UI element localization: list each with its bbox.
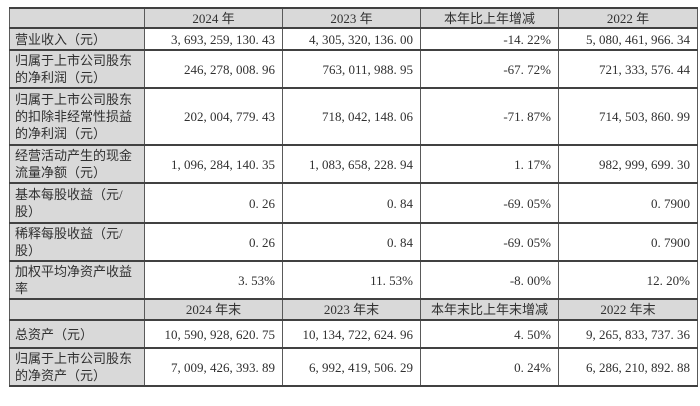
cell-value: -69. 05%	[420, 182, 559, 224]
column-header-yearend-change: 本年末比上年末增减	[420, 298, 559, 321]
cell-value: 0. 7900	[558, 222, 698, 262]
row-label: 加权平均净资产收益 率	[9, 260, 145, 300]
cell-value: 202, 004, 779. 43	[144, 87, 283, 146]
cell-value: 246, 278, 008. 96	[144, 49, 283, 89]
cell-value: 1. 17%	[420, 144, 559, 184]
cell-value: 718, 042, 148. 06	[282, 87, 421, 146]
row-label: 基本每股收益（元/ 股）	[9, 182, 145, 224]
cell-value: 3, 693, 259, 130. 43	[144, 27, 283, 51]
column-header-2022-end: 2022 年末	[558, 298, 698, 321]
column-header-2022: 2022 年	[558, 7, 698, 29]
cell-value: -71. 87%	[420, 87, 559, 146]
financial-summary-table: 2024 年 2023 年 本年比上年增减 2022 年 营业收入（元） 3, …	[9, 7, 698, 387]
financial-summary: 2024 年 2023 年 本年比上年增减 2022 年 营业收入（元） 3, …	[9, 7, 698, 387]
column-header-2023-end: 2023 年末	[282, 298, 421, 321]
row-label: 总资产（元）	[9, 319, 145, 349]
cell-value: 721, 333, 576. 44	[558, 49, 698, 89]
cell-value: 982, 999, 699. 30	[558, 144, 698, 184]
row-label: 经营活动产生的现金 流量净额（元）	[9, 144, 145, 184]
table-row-total-assets: 总资产（元） 10, 590, 928, 620. 75 10, 134, 72…	[9, 319, 698, 349]
column-header-blank	[9, 7, 145, 29]
column-header-yoy-change: 本年比上年增减	[420, 7, 559, 29]
cell-value: -14. 22%	[420, 27, 559, 51]
cell-value: 0. 84	[282, 182, 421, 224]
row-label: 营业收入（元）	[9, 27, 145, 51]
row-label: 归属于上市公司股东 的净利润（元）	[9, 49, 145, 89]
table-row-diluted-eps: 稀释每股收益（元/ 股） 0. 26 0. 84 -69. 05% 0. 790…	[9, 222, 698, 262]
cell-value: 0. 24%	[420, 347, 559, 387]
cell-value: 763, 011, 988. 95	[282, 49, 421, 89]
cell-value: 6, 992, 419, 506. 29	[282, 347, 421, 387]
row-label: 稀释每股收益（元/ 股）	[9, 222, 145, 262]
table-row-net-assets: 归属于上市公司股东 的净资产（元） 7, 009, 426, 393. 89 6…	[9, 347, 698, 387]
cell-value: 4, 305, 320, 136. 00	[282, 27, 421, 51]
cell-value: 10, 134, 722, 624. 96	[282, 319, 421, 349]
table-header-row-yearend: 2024 年末 2023 年末 本年末比上年末增减 2022 年末	[9, 298, 698, 321]
cell-value: 7, 009, 426, 393. 89	[144, 347, 283, 387]
column-header-2023: 2023 年	[282, 7, 421, 29]
cell-value: 0. 26	[144, 182, 283, 224]
cell-value: 9, 265, 833, 737. 36	[558, 319, 698, 349]
cell-value: -69. 05%	[420, 222, 559, 262]
cell-value: 1, 096, 284, 140. 35	[144, 144, 283, 184]
column-header-blank	[9, 298, 145, 321]
column-header-2024-end: 2024 年末	[144, 298, 283, 321]
cell-value: 0. 7900	[558, 182, 698, 224]
table-row-operating-cash-flow: 经营活动产生的现金 流量净额（元） 1, 096, 284, 140. 35 1…	[9, 144, 698, 184]
cell-value: 1, 083, 658, 228. 94	[282, 144, 421, 184]
cell-value: -8. 00%	[420, 260, 559, 300]
table-row-basic-eps: 基本每股收益（元/ 股） 0. 26 0. 84 -69. 05% 0. 790…	[9, 182, 698, 224]
cell-value: 6, 286, 210, 892. 88	[558, 347, 698, 387]
table-row-weighted-avg-roe: 加权平均净资产收益 率 3. 53% 11. 53% -8. 00% 12. 2…	[9, 260, 698, 300]
table-row-revenue: 营业收入（元） 3, 693, 259, 130. 43 4, 305, 320…	[9, 27, 698, 51]
row-label: 归属于上市公司股东 的净资产（元）	[9, 347, 145, 387]
row-label: 归属于上市公司股东 的扣除非经常性损益 的净利润（元）	[9, 87, 145, 146]
cell-value: 11. 53%	[282, 260, 421, 300]
cell-value: 4. 50%	[420, 319, 559, 349]
cell-value: 10, 590, 928, 620. 75	[144, 319, 283, 349]
table-row-net-profit: 归属于上市公司股东 的净利润（元） 246, 278, 008. 96 763,…	[9, 49, 698, 89]
cell-value: 0. 26	[144, 222, 283, 262]
cell-value: 5, 080, 461, 966. 34	[558, 27, 698, 51]
cell-value: 3. 53%	[144, 260, 283, 300]
table-header-row-annual: 2024 年 2023 年 本年比上年增减 2022 年	[9, 7, 698, 29]
cell-value: -67. 72%	[420, 49, 559, 89]
table-row-net-profit-excl-nonrecurring: 归属于上市公司股东 的扣除非经常性损益 的净利润（元） 202, 004, 77…	[9, 87, 698, 146]
cell-value: 12. 20%	[558, 260, 698, 300]
cell-value: 714, 503, 860. 99	[558, 87, 698, 146]
cell-value: 0. 84	[282, 222, 421, 262]
column-header-2024: 2024 年	[144, 7, 283, 29]
